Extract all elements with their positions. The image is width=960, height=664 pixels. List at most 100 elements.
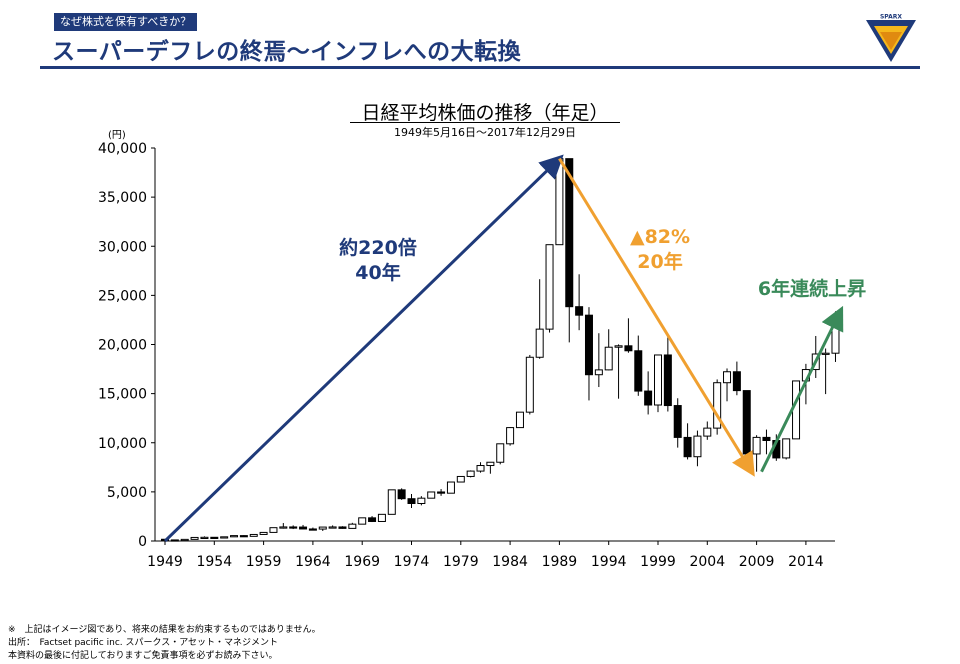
- candle-body: [170, 539, 179, 542]
- candle-body: [634, 350, 643, 392]
- candle-body: [663, 354, 672, 407]
- candle-body: [289, 526, 298, 529]
- candle-body: [565, 158, 574, 308]
- candle-body: [407, 498, 416, 504]
- chart-annotation: 約220倍: [339, 236, 417, 259]
- candle-body: [644, 390, 653, 406]
- candle-body: [397, 489, 406, 500]
- x-tick-label: 1984: [492, 554, 528, 570]
- x-tick-label: 2004: [689, 554, 725, 570]
- candle-body: [259, 531, 268, 535]
- section-tag: なぜ株式を保有すべきか？: [54, 13, 198, 31]
- candle-body: [496, 443, 505, 463]
- y-tick-label: 15,000: [98, 387, 147, 403]
- y-tick-label: 35,000: [98, 190, 147, 206]
- candle-body: [624, 345, 633, 352]
- y-tick-label: 30,000: [98, 239, 147, 255]
- chart-title: 日経平均株価の推移（年足）: [361, 102, 609, 124]
- candle-body: [525, 356, 534, 413]
- x-tick-label: 1979: [443, 554, 479, 570]
- x-tick-label: 1954: [196, 554, 232, 570]
- sparx-logo-icon: SPARX: [866, 14, 916, 62]
- chart-annotation: 40年: [355, 261, 400, 284]
- trend-arrow: [558, 157, 755, 477]
- candle-body: [703, 427, 712, 437]
- candle-body: [515, 411, 524, 429]
- candle-body: [318, 526, 327, 530]
- y-axis-unit: (円): [108, 130, 126, 141]
- candle-body: [427, 491, 436, 499]
- candle-body: [338, 526, 347, 529]
- candle-body: [713, 382, 722, 429]
- candle-body: [299, 526, 308, 530]
- x-tick-label: 1974: [394, 554, 430, 570]
- trend-arrow: [163, 154, 564, 543]
- candle-body: [821, 352, 830, 355]
- candle-body: [417, 497, 426, 504]
- chart-annotation: 6年連続上昇: [758, 277, 866, 300]
- candle-body: [742, 390, 751, 455]
- title-divider: [40, 66, 920, 69]
- candle-body: [368, 517, 377, 522]
- candle-body: [673, 405, 682, 438]
- candle-body: [180, 538, 189, 542]
- footnote-notice: 本資料の最後に付記しておりますご免責事項を必ずお読み下さい。: [8, 651, 278, 661]
- candle-body: [555, 158, 564, 246]
- nikkei-candlestick-chart: 0 5,000 10,000 15,000 20,000 25,000 30,000 35,0…: [98, 141, 866, 570]
- candle-body: [732, 371, 741, 392]
- logo-text: SPARX: [880, 14, 902, 21]
- footnote-disclaimer: ※ 上記はイメージ図であり、将来の結果をお約束するものではありません。: [8, 625, 321, 635]
- x-tick-label: 2009: [739, 554, 775, 570]
- candle-body: [308, 528, 317, 531]
- candle-body: [604, 346, 613, 371]
- y-tick-label: 40,000: [98, 141, 147, 157]
- candle-body: [387, 489, 396, 515]
- candle-body: [683, 436, 692, 458]
- candle-body: [239, 535, 248, 538]
- candle-body: [782, 438, 791, 459]
- x-tick-label: 1989: [542, 554, 578, 570]
- candle-body: [279, 526, 288, 529]
- candle-body: [200, 536, 209, 539]
- candle-body: [456, 475, 465, 483]
- candle-body: [723, 371, 732, 384]
- y-tick-label: 10,000: [98, 436, 147, 452]
- y-tick-label: 25,000: [98, 288, 147, 304]
- page-title: スーパーデフレの終焉～インフレへの大転換: [52, 39, 522, 65]
- candle-body: [614, 345, 623, 348]
- candle-body: [535, 328, 544, 358]
- candle-body: [190, 536, 199, 540]
- x-tick-label: 1969: [344, 554, 380, 570]
- candle-body: [752, 436, 761, 455]
- candle-body: [269, 527, 278, 533]
- candle-body: [466, 470, 475, 477]
- trend-arrow: [760, 305, 844, 473]
- candle-body: [584, 314, 593, 376]
- candle-body: [476, 465, 485, 472]
- candle-body: [210, 536, 219, 539]
- candle-body: [486, 461, 495, 467]
- candle-body: [654, 354, 662, 406]
- candle-body: [446, 481, 455, 494]
- candle-body: [506, 427, 515, 445]
- x-tick-label: 1999: [640, 554, 676, 570]
- x-tick-label: 1964: [295, 554, 331, 570]
- candle-body: [575, 306, 584, 316]
- chart-annotation: 20年: [637, 250, 682, 273]
- candle-body: [594, 369, 603, 376]
- candle-body: [792, 380, 801, 440]
- x-tick-label: 1994: [591, 554, 627, 570]
- chart-subtitle: 1949年5月16日～2017年12月29日: [350, 122, 620, 140]
- candle-body: [437, 491, 446, 494]
- candle-body: [230, 535, 239, 538]
- chart-annotation: ▲82%: [630, 226, 690, 248]
- footnote-source: 出所： Factset pacific inc. スパークス・アセット・マネジメ…: [8, 638, 279, 648]
- candle-body: [377, 513, 386, 522]
- x-tick-label: 2014: [788, 554, 824, 570]
- candle-body: [249, 533, 258, 537]
- y-tick-label: 0: [138, 534, 147, 550]
- candle-body: [348, 523, 357, 529]
- candle-body: [220, 536, 229, 539]
- y-tick-label: 5,000: [107, 485, 147, 501]
- candle-body: [328, 526, 337, 529]
